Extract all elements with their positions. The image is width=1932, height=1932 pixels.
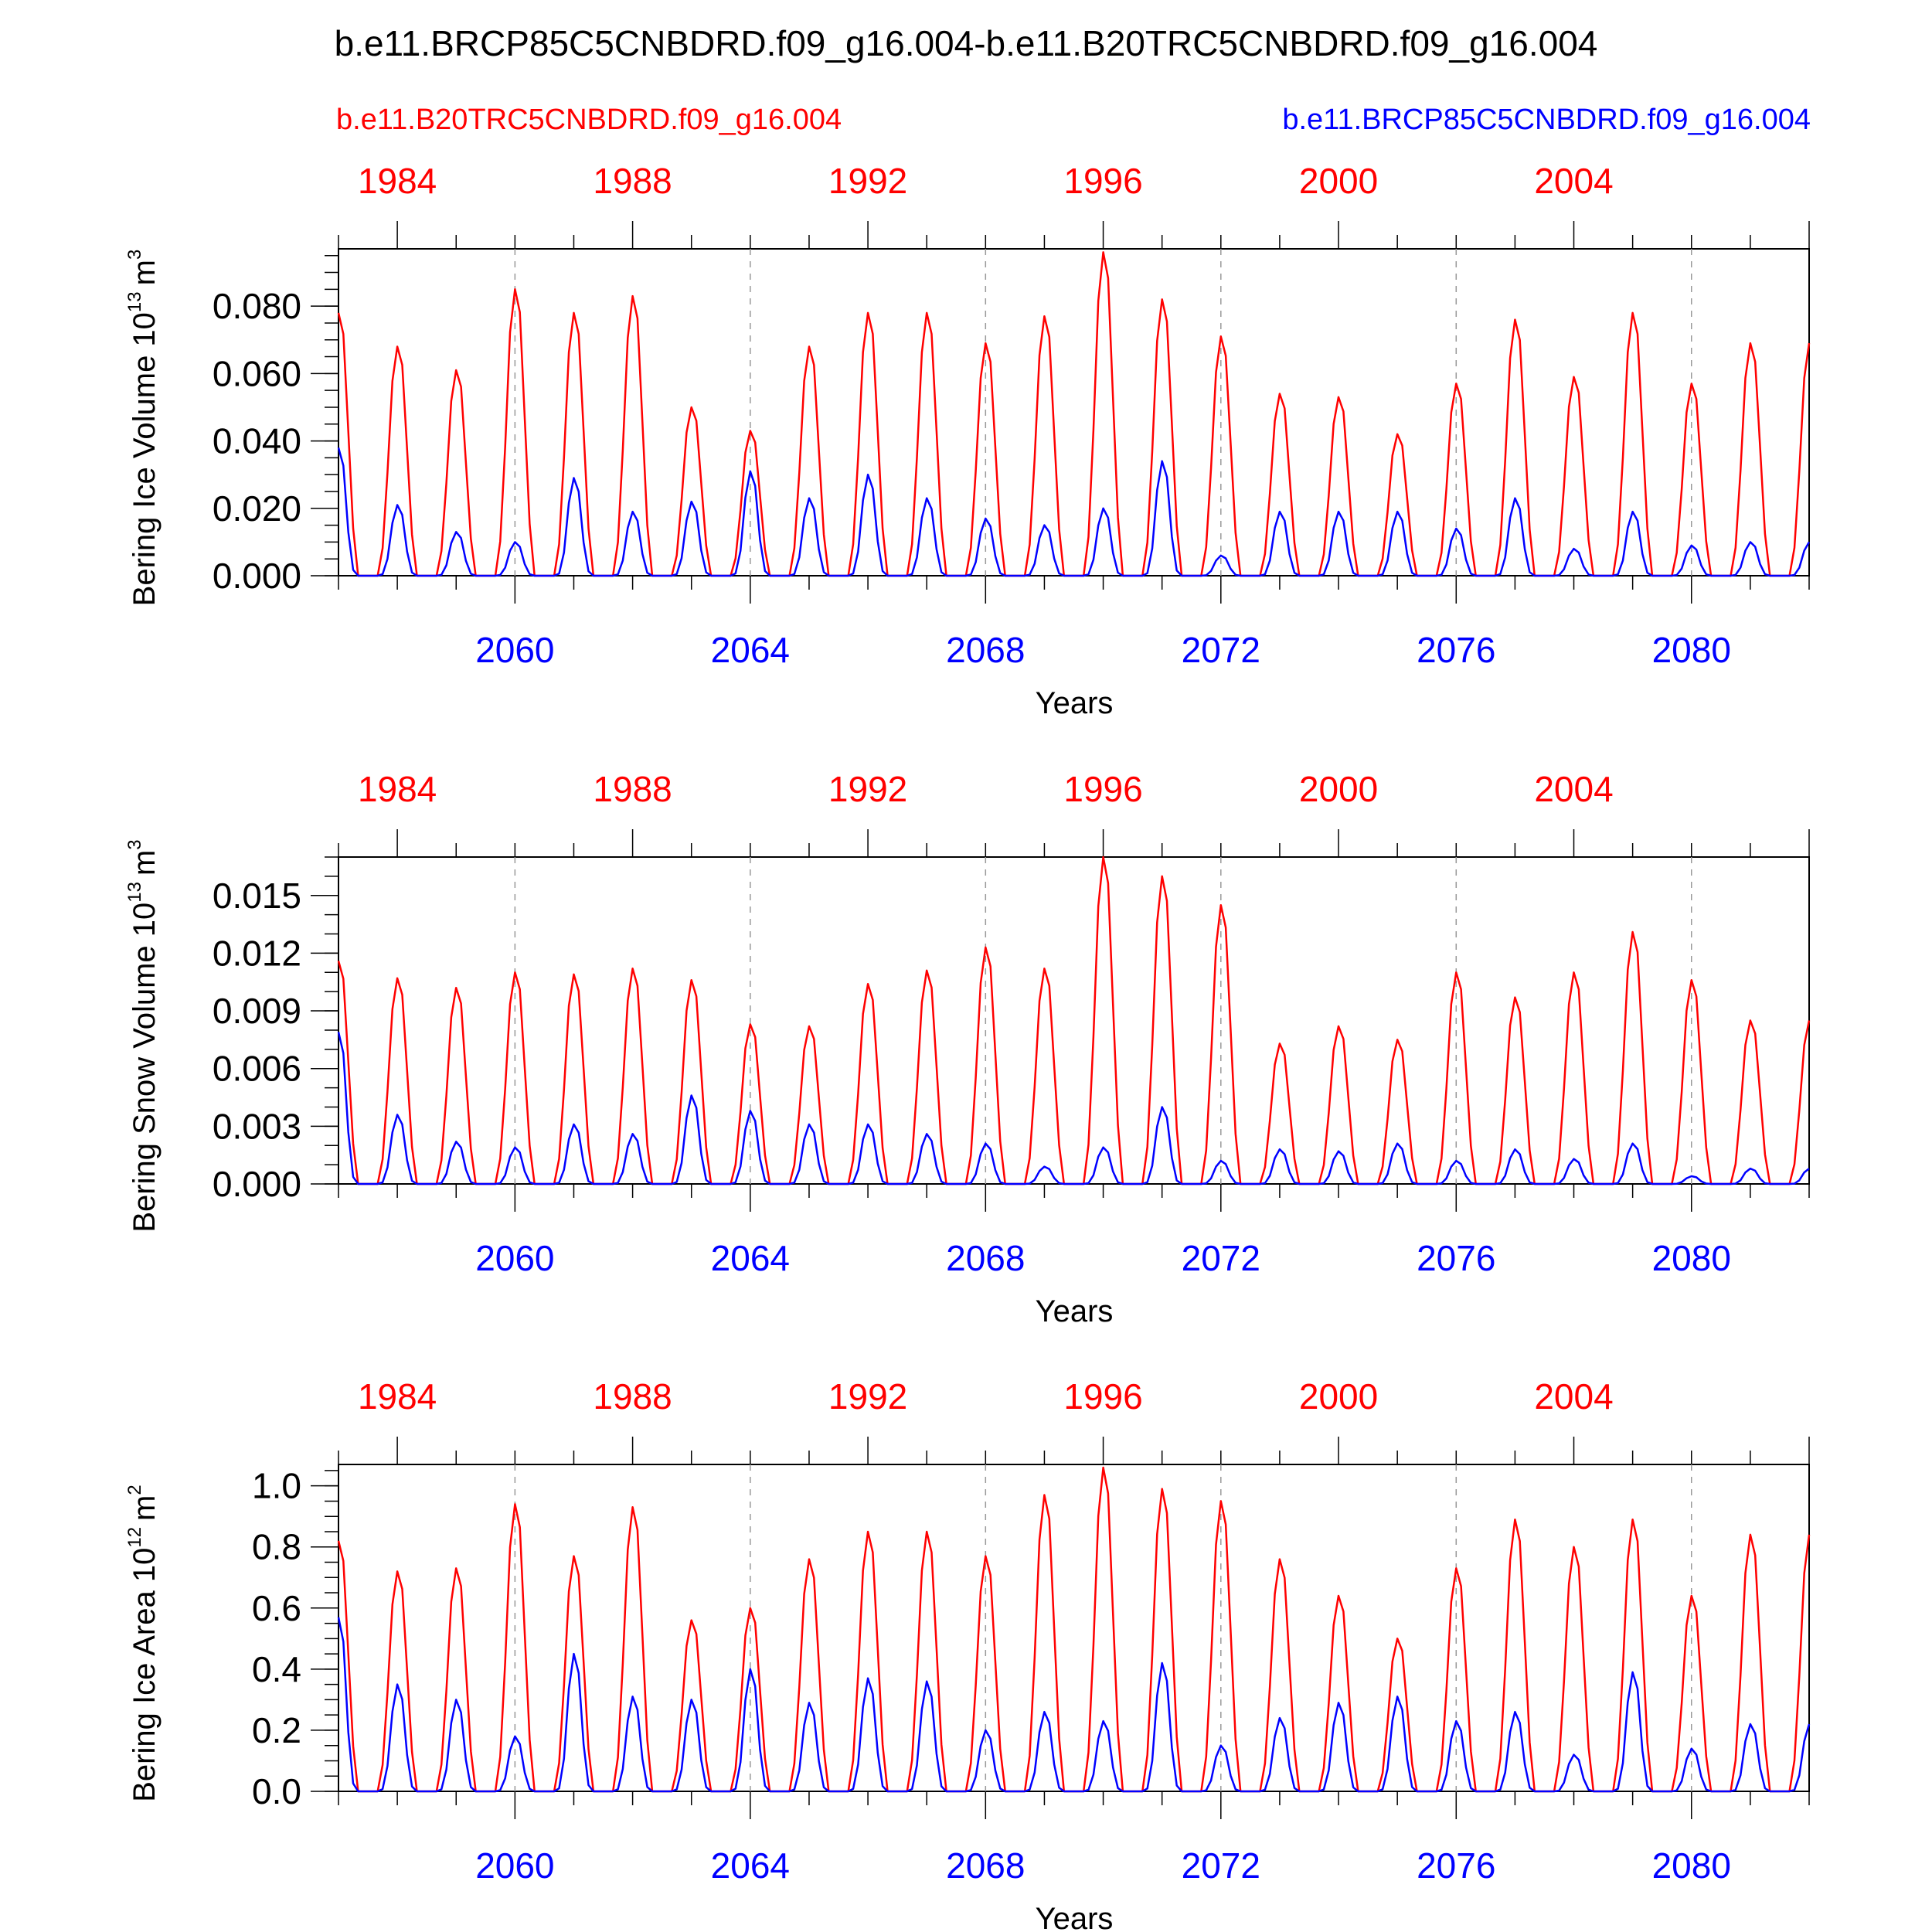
y-axis-label-unit: m [128,260,162,285]
y-tick-label: 0.000 [213,556,301,596]
y-axis-label-unit: m [128,850,162,876]
top-tick-label: 2000 [1299,1376,1378,1417]
y-tick-label: 1.0 [252,1466,301,1506]
top-tick-label: 1992 [828,1376,907,1417]
y-axis-label-text: Bering Ice Area 10 [128,1548,162,1802]
y-tick-label: 0.012 [213,933,301,973]
y-tick-label: 0.2 [252,1710,301,1750]
y-tick-label: 0.6 [252,1588,301,1628]
bottom-tick-label: 2076 [1417,1238,1495,1278]
y-axis-label-exponent: 13 [124,291,145,312]
top-tick-label: 1996 [1063,769,1142,809]
top-tick-label: 2000 [1299,161,1378,201]
red-series-line [337,251,1811,577]
top-tick-label: 2004 [1534,769,1613,809]
bottom-tick-label: 2080 [1652,1845,1731,1886]
top-tick-label: 2004 [1534,161,1613,201]
bottom-tick-label: 2060 [475,630,554,670]
top-tick-label: 1984 [358,161,437,201]
x-axis-label: Years [1036,1294,1114,1328]
x-axis-label: Years [1036,686,1114,720]
legend-right-label: b.e11.BRCP85C5CNBDRD.f09_g16.004 [1282,104,1811,136]
bottom-tick-label: 2064 [711,1238,790,1278]
y-tick-label: 0.006 [213,1049,301,1089]
y-tick-label: 0.009 [213,991,301,1031]
x-axis-label: Years [1036,1902,1114,1932]
bottom-tick-label: 2068 [946,630,1025,670]
blue-series-line [337,1617,1811,1793]
bottom-tick-label: 2068 [946,1238,1025,1278]
y-tick-label: 0.020 [213,488,301,529]
top-tick-label: 1984 [358,1376,437,1417]
y-tick-label: 0.8 [252,1527,301,1567]
y-tick-label: 0.080 [213,286,301,326]
bottom-tick-label: 2068 [946,1845,1025,1886]
bottom-tick-label: 2072 [1182,1845,1260,1886]
y-axis-label-text: Bering Snow Volume 10 [128,903,162,1233]
top-tick-label: 1992 [828,769,907,809]
top-tick-label: 1996 [1063,1376,1142,1417]
bottom-tick-label: 2072 [1182,1238,1260,1278]
y-axis-label: Bering Snow Volume 1013 m3 [124,839,162,1232]
y-axis-label-exponent: 13 [124,882,145,903]
bottom-tick-label: 2080 [1652,630,1731,670]
y-tick-label: 0.0 [252,1771,301,1811]
y-axis-label-unit-exponent: 2 [124,1485,145,1495]
red-series-line [337,1466,1811,1793]
bottom-tick-label: 2060 [475,1845,554,1886]
y-axis-label-unit-exponent: 3 [124,250,145,260]
y-tick-label: 0.000 [213,1164,301,1204]
blue-series-line [337,1032,1810,1185]
bottom-tick-label: 2076 [1417,630,1495,670]
chart-panels: 1984 1988 1992 1996 2000 2004 2060 2064 2068 2072… [124,161,1811,1932]
y-axis-label-unit: m [128,1495,162,1521]
top-tick-label: 2000 [1299,769,1378,809]
y-axis-label: Bering Ice Area 1012 m2 [124,1485,162,1802]
bottom-tick-label: 2060 [475,1238,554,1278]
y-axis-label-exponent: 12 [124,1527,145,1548]
y-tick-label: 0.060 [213,353,301,393]
top-tick-label: 1996 [1063,161,1142,201]
chart-title: b.e11.BRCP85C5CNBDRD.f09_g16.004-b.e11.B… [335,23,1598,63]
bottom-tick-label: 2076 [1417,1845,1495,1886]
y-axis-label: Bering Ice Volume 1013 m3 [124,250,162,607]
bottom-tick-label: 2080 [1652,1238,1731,1278]
red-series-line [337,855,1811,1185]
chart-panel-3: 1984 1988 1992 1996 2000 2004 2060 2064 2068 2072… [124,1376,1811,1932]
legend-left-label: b.e11.B20TRC5CNBDRD.f09_g16.004 [336,104,842,136]
y-axis-label-unit-exponent: 3 [124,839,145,849]
y-tick-label: 0.040 [213,421,301,461]
bottom-tick-label: 2064 [711,1845,790,1886]
top-tick-label: 1992 [828,161,907,201]
y-tick-label: 0.4 [252,1649,301,1689]
top-tick-label: 1988 [593,1376,672,1417]
y-tick-label: 0.003 [213,1106,301,1146]
top-tick-label: 2004 [1534,1376,1613,1417]
chart-panel-2: 1984 1988 1992 1996 2000 2004 2060 2064 2068 2072… [124,769,1811,1328]
bottom-tick-label: 2064 [711,630,790,670]
y-tick-label: 0.015 [213,876,301,916]
chart-panel-1: 1984 1988 1992 1996 2000 2004 2060 2064 2068 2072… [124,161,1811,720]
top-tick-label: 1988 [593,161,672,201]
blue-series-line [337,447,1811,577]
y-axis-label-text: Bering Ice Volume 10 [128,312,162,606]
bottom-tick-label: 2072 [1182,630,1260,670]
top-tick-label: 1984 [358,769,437,809]
top-tick-label: 1988 [593,769,672,809]
